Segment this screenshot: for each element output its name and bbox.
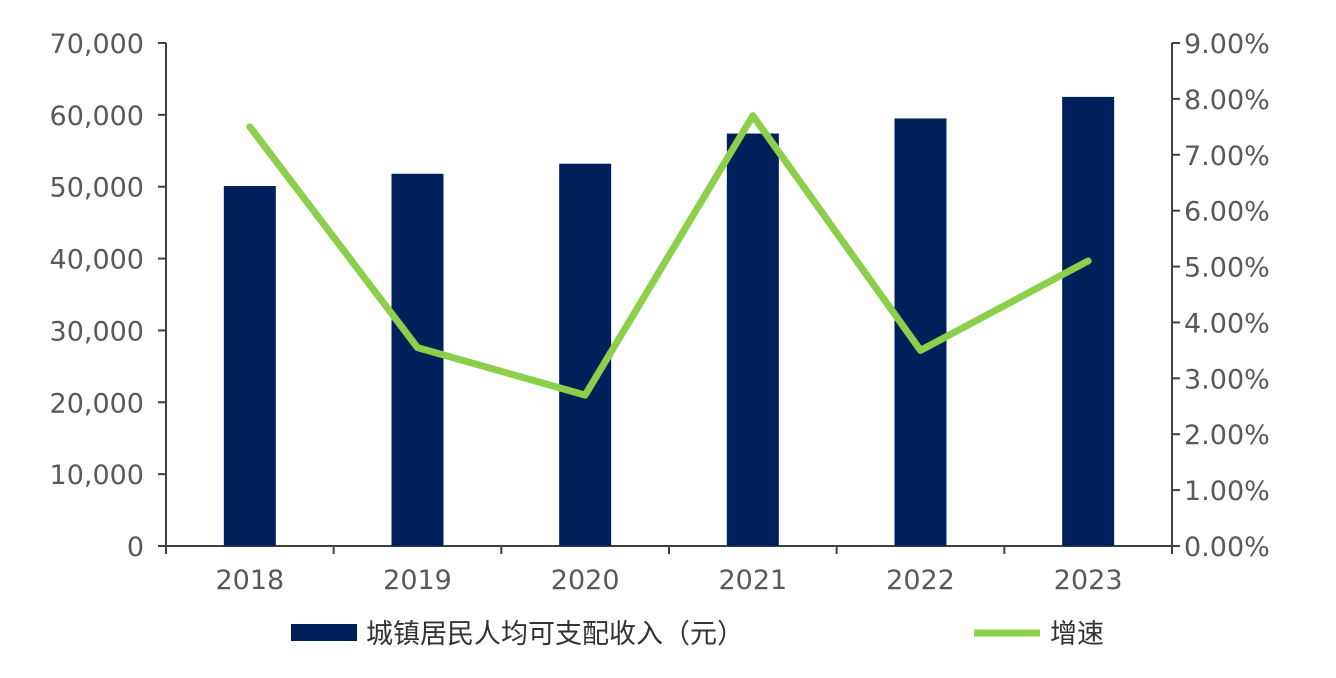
left-axis-tick-label: 10,000: [50, 460, 144, 491]
right-axis-tick-label: 2.00%: [1184, 420, 1270, 451]
right-axis-tick-label: 4.00%: [1184, 308, 1270, 339]
x-axis-tick-label: 2022: [886, 565, 955, 596]
bar-2022: [895, 118, 947, 546]
bar-2020: [559, 164, 611, 546]
bar-2019: [392, 174, 444, 546]
x-axis-tick-label: 2021: [718, 565, 787, 596]
bar-2023: [1062, 97, 1114, 546]
left-axis-tick-label: 0: [127, 532, 144, 563]
right-axis-tick-label: 9.00%: [1184, 29, 1270, 60]
right-axis-tick-label: 8.00%: [1184, 85, 1270, 116]
legend-bar-label: 城镇居民人均可支配收入（元）: [366, 619, 744, 650]
right-axis-tick-label: 7.00%: [1184, 141, 1270, 172]
right-axis-tick-label: 5.00%: [1184, 253, 1270, 284]
line-layer: [250, 116, 1089, 396]
x-axis-tick-label: 2023: [1054, 565, 1123, 596]
right-axis-tick-label: 6.00%: [1184, 197, 1270, 228]
legend-line-label: 增速: [1050, 619, 1104, 650]
left-axis-tick-label: 20,000: [50, 388, 144, 419]
left-axis-tick-label: 60,000: [50, 101, 144, 132]
right-axis-tick-label: 3.00%: [1184, 364, 1270, 395]
legend-bar-swatch: [291, 624, 357, 641]
right-axis-tick-label: 0.00%: [1184, 532, 1270, 563]
left-axis-tick-label: 30,000: [50, 316, 144, 347]
axes-layer: [158, 43, 1180, 554]
bar-2021: [727, 134, 779, 546]
left-axis-tick-label: 40,000: [50, 245, 144, 276]
x-axis-tick-label: 2019: [383, 565, 452, 596]
x-axis-tick-label: 2018: [215, 565, 284, 596]
left-axis-tick-label: 70,000: [50, 29, 144, 60]
bar-2018: [224, 186, 276, 546]
growth-rate-line: [250, 116, 1088, 395]
left-axis-tick-label: 50,000: [50, 173, 144, 204]
right-axis-tick-label: 1.00%: [1184, 476, 1270, 507]
legend: 城镇居民人均可支配收入（元） 增速: [291, 619, 1104, 650]
x-axis-tick-label: 2020: [551, 565, 620, 596]
